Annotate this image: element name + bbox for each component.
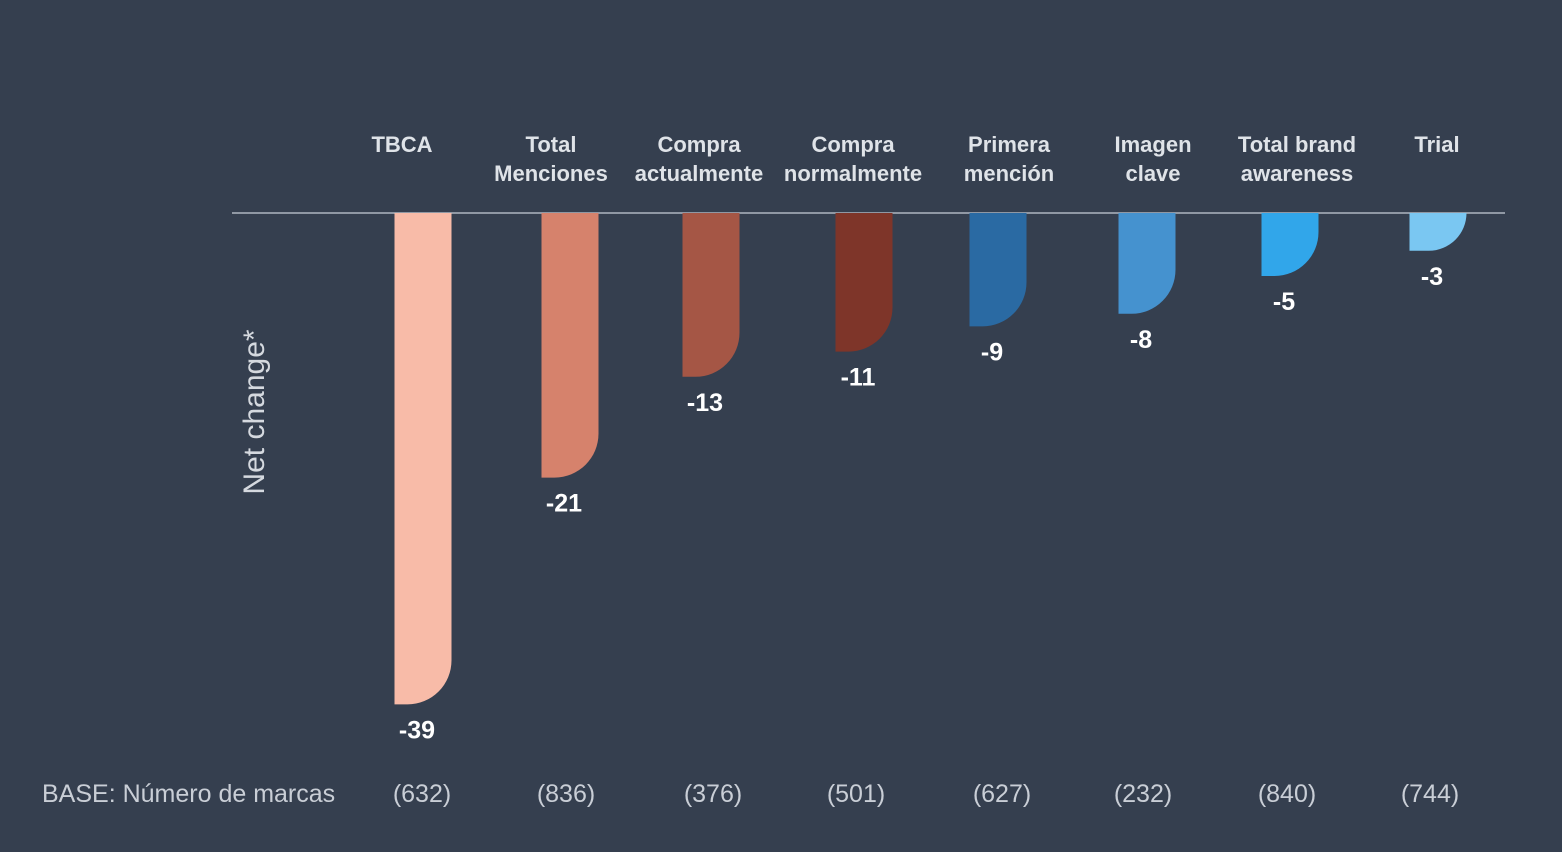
- category-label-line: Imagen: [1114, 132, 1191, 157]
- category-label-line: Total: [526, 132, 577, 157]
- category-label-line: mención: [964, 161, 1054, 186]
- base-count-5: (232): [1114, 780, 1172, 808]
- bar-5: [1118, 213, 1176, 314]
- base-row: BASE: Número de marcas (632) (836) (376) (5…: [42, 780, 1459, 808]
- value-label-4: -9: [981, 338, 1003, 366]
- base-count-0: (632): [393, 780, 451, 808]
- value-label-1: -21: [546, 490, 582, 518]
- value-label-3: -11: [841, 364, 876, 392]
- category-label-5: Imagen clave: [1114, 132, 1191, 186]
- bar-4: [969, 213, 1027, 327]
- category-label-line: awareness: [1241, 161, 1354, 186]
- category-label-7: Trial: [1414, 132, 1459, 157]
- category-label-line: Primera: [968, 132, 1051, 157]
- category-label-line: Menciones: [494, 161, 608, 186]
- category-label-3: Compra normalmente: [784, 132, 922, 186]
- value-label-6: -5: [1273, 288, 1295, 316]
- base-count-2: (376): [684, 780, 742, 808]
- category-label-1: Total Menciones: [494, 132, 608, 186]
- base-count-4: (627): [973, 780, 1031, 808]
- category-label-line: clave: [1125, 161, 1180, 186]
- category-label-line: actualmente: [635, 161, 763, 186]
- base-count-3: (501): [827, 780, 885, 808]
- category-label-0: TBCA: [371, 132, 432, 157]
- base-count-6: (840): [1258, 780, 1316, 808]
- category-label-line: Total brand: [1238, 132, 1356, 157]
- category-label-line: Compra: [657, 132, 741, 157]
- bar-2: [682, 213, 740, 377]
- category-label-4: Primera mención: [964, 132, 1054, 186]
- bars-group: [394, 213, 1467, 705]
- value-label-0: -39: [399, 716, 435, 744]
- category-label-line: TBCA: [371, 132, 432, 157]
- base-title: BASE: Número de marcas: [42, 780, 335, 808]
- bar-1: [541, 213, 599, 478]
- value-label-2: -13: [687, 389, 723, 417]
- category-label-2: Compra actualmente: [635, 132, 763, 186]
- bar-7: [1409, 213, 1467, 251]
- category-label-line: normalmente: [784, 161, 922, 186]
- category-label-line: Trial: [1414, 132, 1459, 157]
- bar-0: [394, 213, 452, 705]
- category-label-line: Compra: [811, 132, 895, 157]
- bar-3: [835, 213, 893, 352]
- value-label-5: -8: [1130, 326, 1152, 354]
- bar-6: [1261, 213, 1319, 276]
- y-axis-label: Net change*: [238, 329, 271, 494]
- base-count-7: (744): [1401, 780, 1459, 808]
- category-label-6: Total brand awareness: [1238, 132, 1356, 186]
- value-label-7: -3: [1421, 263, 1443, 291]
- base-count-1: (836): [537, 780, 595, 808]
- value-labels: -39 -21 -13 -11 -9 -8 -5 -3: [399, 263, 1443, 745]
